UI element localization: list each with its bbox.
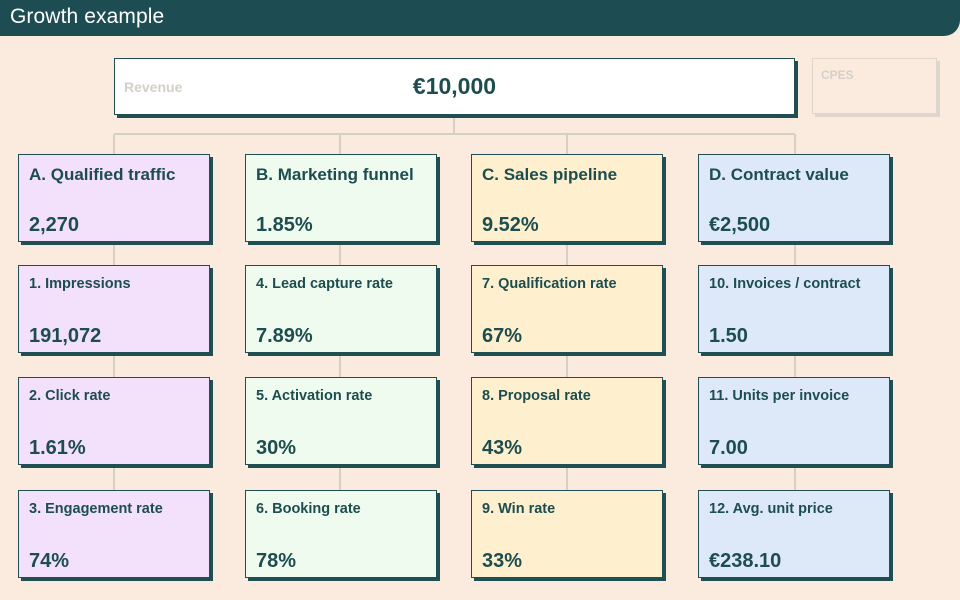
metric-card-proposal-rate[interactable]: 8. Proposal rate 43% [471,377,663,465]
metric-title: 8. Proposal rate [482,388,591,404]
driver-value: €2,500 [709,214,771,236]
metric-card-booking-rate[interactable]: 6. Booking rate 78% [245,490,437,578]
metric-title: 11. Units per invoice [709,388,850,404]
cpes-label: CPES [821,68,854,82]
metric-card-units-per-invoice[interactable]: 11. Units per invoice 7.00 [698,377,890,465]
metric-card-win-rate[interactable]: 9. Win rate 33% [471,490,663,578]
metric-value: 7.00 [709,437,748,459]
metric-card-lead-capture-rate[interactable]: 4. Lead capture rate 7.89% [245,265,437,353]
metric-value: 33% [482,550,523,572]
metric-value: 1.50 [709,325,748,347]
revenue-label: Revenue [124,79,183,95]
metric-title: 10. Invoices / contract [709,276,861,292]
metric-title: 4. Lead capture rate [256,276,393,292]
metric-card-engagement-rate[interactable]: 3. Engagement rate 74% [18,490,210,578]
metric-value: 67% [482,325,523,347]
driver-title: D. Contract value [709,165,849,184]
driver-title: C. Sales pipeline [482,165,618,184]
metric-value: 30% [256,437,297,459]
driver-card-sales-pipeline[interactable]: C. Sales pipeline 9.52% [471,154,663,242]
metric-value: €238.10 [709,550,782,572]
metric-title: 2. Click rate [29,388,111,404]
driver-card-marketing-funnel[interactable]: B. Marketing funnel 1.85% [245,154,437,242]
metric-value: 7.89% [256,325,313,347]
driver-value: 9.52% [482,214,539,236]
metric-value: 78% [256,550,297,572]
cpes-card[interactable]: CPES [812,58,937,114]
driver-title: B. Marketing funnel [256,165,414,184]
metric-title: 7. Qualification rate [482,276,617,292]
driver-value: 2,270 [29,214,80,236]
metric-value: 1.61% [29,437,86,459]
metric-card-click-rate[interactable]: 2. Click rate 1.61% [18,377,210,465]
metric-card-impressions[interactable]: 1. Impressions 191,072 [18,265,210,353]
revenue-value: €10,000 [412,73,497,99]
metric-value: 43% [482,437,523,459]
metric-card-avg-unit-price[interactable]: 12. Avg. unit price €238.10 [698,490,890,578]
revenue-card[interactable]: Revenue €10,000 [114,58,795,115]
metric-value: 191,072 [29,325,102,347]
driver-card-qualified-traffic[interactable]: A. Qualified traffic 2,270 [18,154,210,242]
page-title: Growth example [10,5,165,28]
metric-card-activation-rate[interactable]: 5. Activation rate 30% [245,377,437,465]
metric-title: 12. Avg. unit price [709,501,833,517]
driver-title: A. Qualified traffic [29,165,176,184]
driver-value: 1.85% [256,214,313,236]
metric-title: 1. Impressions [29,276,131,292]
driver-card-contract-value[interactable]: D. Contract value €2,500 [698,154,890,242]
metric-value: 74% [29,550,70,572]
metric-title: 9. Win rate [482,501,556,517]
metric-title: 5. Activation rate [256,388,373,404]
metric-card-qualification-rate[interactable]: 7. Qualification rate 67% [471,265,663,353]
header-bar: Growth example [0,0,960,36]
metric-title: 3. Engagement rate [29,501,163,517]
metric-card-invoices-per-contract[interactable]: 10. Invoices / contract 1.50 [698,265,890,353]
metric-title: 6. Booking rate [256,501,361,517]
